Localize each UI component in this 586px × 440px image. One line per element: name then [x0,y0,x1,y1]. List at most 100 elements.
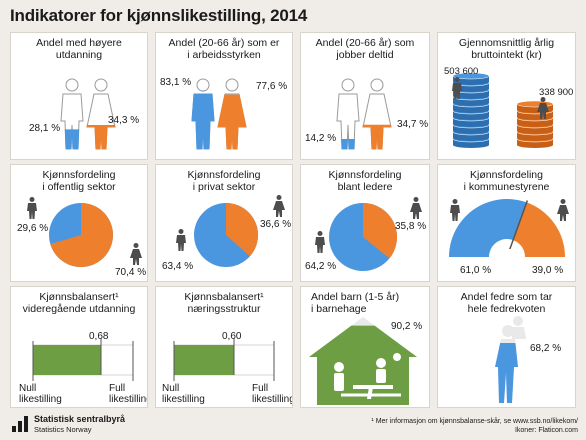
male-person-icon [452,77,462,99]
title-line-1: Kjønnsfordeling [328,169,402,181]
panel-title: Andel barn (1-5 år) i barnehage [311,291,429,315]
title-line-2: blant ledere [337,181,393,193]
father-fill [495,342,518,403]
male-person-icon [315,231,325,253]
title-line-2: næringsstruktur [187,303,261,315]
anchor-line-2: likestilling [162,394,205,405]
male-icon [336,78,360,150]
female-value: 36,6 % [260,219,292,230]
panel-title: Kjønnsbalansert¹ næringsstruktur [156,291,292,315]
anchor-line-2: likestilling [19,394,62,405]
org-name: Statistisk sentralbyrå [34,414,126,424]
anchor-line-1: Full [252,383,269,394]
title-line-1: Kjønnsfordeling [42,169,116,181]
male-value: 64,2 % [305,261,337,272]
panel-edu-balance: Kjønnsbalansert¹ videregående utdanning 0… [10,286,148,408]
title-line-1: Kjønnsbalansert¹ [184,291,264,303]
right-anchor-label: Full likestilling [109,383,148,405]
anchor-line-2: likestilling [109,394,148,405]
title-line-1: Andel (20-66 år) som er [168,37,280,49]
org-name-en: Statistics Norway [34,425,92,434]
male-coin-stack [452,72,490,148]
kindergarten-house-icon [309,317,417,405]
male-person-icon [176,229,186,251]
bar-fill [33,345,101,375]
title-line-1: Andel fedre som tar [460,291,553,303]
gauge-needle [506,200,529,258]
female-person-icon [273,195,285,217]
title-line-2: i offentlig sektor [42,181,116,193]
panel-title: Andel fedre som tar hele fedrekvoten [438,291,575,315]
parttime-figures [336,78,392,150]
female-fill [86,124,116,149]
female-person-icon [410,197,422,219]
female-value: 338 900 [539,87,574,98]
panel-education: Andel med høyere utdanning 28,1 % 34,3 % [10,32,148,160]
title-line-2: i arbeidsstyrken [187,49,261,61]
female-value: 34,3 % [108,115,140,126]
kindergarten-value: 90,2 % [391,321,423,332]
gauge-base [493,249,521,259]
title-line-2: utdanning [55,49,103,61]
title-line-2: i privat sektor [192,181,256,193]
panel-ind-balance: Kjønnsbalansert¹ næringsstruktur 0,60 Nul… [155,286,293,408]
private-pie [176,195,285,267]
bar-fill [174,345,234,375]
title-line-1: Gjennomsnittlig årlig [458,37,555,49]
panel-title: Kjønnsfordeling i privat sektor [156,169,292,193]
title-line-2: i barnehage [311,303,367,315]
panel-title: Andel (20-66 år) som er i arbeidsstyrken [156,37,292,61]
male-value: 14,2 % [305,133,337,144]
panel-leaders: Kjønnsfordeling blant ledere 35,8 % 64,2 … [300,164,430,282]
panel-title: Andel (20-66 år) som jobber deltid [301,37,429,61]
male-icon [60,78,84,150]
male-value: 503 600 [444,66,479,77]
panel-workforce: Andel (20-66 år) som er i arbeidsstyrken … [155,32,293,160]
female-value: 35,8 % [395,221,427,232]
playground-icon [334,353,401,399]
leaders-pie [315,197,422,271]
title-line-2: jobber deltid [336,49,394,61]
male-value: 83,1 % [160,77,192,88]
page-title: Indikatorer for kjønnslikestilling, 2014 [10,6,308,25]
male-value: 28,1 % [29,123,61,134]
male-value: 29,6 % [17,223,49,234]
title-line-1: Andel med høyere [36,37,122,49]
female-value: 77,6 % [256,81,288,92]
male-person-icon [130,243,142,265]
panel-title: Gjennomsnittlig årlig bruttointekt (kr) [438,37,575,61]
father-child-icon [495,316,526,403]
panel-title: Kjønnsfordeling i offentlig sektor [11,169,147,193]
anchor-line-1: Null [162,383,180,394]
title-line-2: videregående utdanning [22,303,136,315]
panel-parttime: Andel (20-66 år) som jobber deltid 14,2 %… [300,32,430,160]
right-anchor-label: Full likestilling [252,383,293,405]
male-person-icon [450,199,460,221]
anchor-line-1: Null [19,383,37,394]
panel-fathers: Andel fedre som tar hele fedrekvoten 68,2… [437,286,576,408]
title-line-2: hele fedrekvoten [467,303,546,315]
male-value: 61,0 % [460,265,492,276]
edu-balance-bar [32,339,134,381]
panel-title: Kjønnsfordeling blant ledere [301,169,429,193]
note-line-2: Ikoner: Flaticon.com [514,427,578,434]
anchor-line-1: Full [109,383,126,394]
panel-income: Gjennomsnittlig årlig bruttointekt (kr) 5… [437,32,576,160]
female-value: 39,0 % [532,265,564,276]
female-value: 34,7 % [397,119,429,130]
panel-title: Andel med høyere utdanning [11,37,147,61]
fathers-value: 68,2 % [530,343,562,354]
ind-balance-bar [173,339,275,381]
pie-slice-female [363,203,397,259]
panel-title: Kjønnsbalansert¹ videregående utdanning [11,291,147,315]
title-line-2: bruttointekt (kr) [471,49,542,61]
title-line-1: Andel barn (1-5 år) [311,291,400,303]
female-fill [362,124,392,149]
female-person-icon [537,97,549,119]
footer-note: ¹ Mer informasjon om kjønnsbalanse-skår,… [371,417,578,435]
panel-kindergarten: Andel barn (1-5 år) i barnehage 90,2 % [300,286,430,408]
gauge-male [449,199,527,257]
gauge-female [513,202,565,257]
title-line-1: Kjønnsbalansert¹ [39,291,119,303]
anchor-line-2: likestilling [252,394,293,405]
